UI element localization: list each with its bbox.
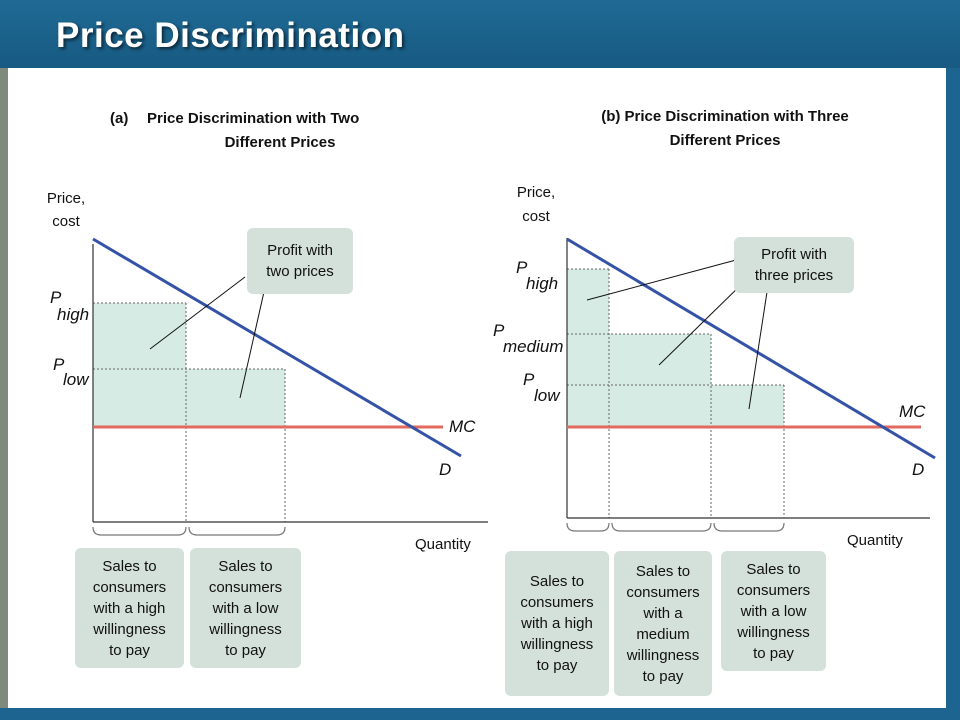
sales-line: willingness bbox=[520, 636, 594, 653]
sales-line: Sales to bbox=[102, 557, 157, 575]
sales-line: with a high bbox=[93, 599, 166, 617]
panel-a-title-line1: Price Discrimination with Two bbox=[147, 110, 360, 127]
panel-b-profit-callout: Profit with three prices bbox=[734, 237, 854, 293]
sales-line: to pay bbox=[642, 667, 684, 685]
panel-b-pointer-3 bbox=[748, 291, 768, 410]
sales-line: Sales to bbox=[218, 557, 273, 575]
sales-line: to pay bbox=[225, 641, 266, 659]
sales-line: consumers bbox=[520, 594, 594, 611]
panel-b-graphics bbox=[566, 237, 936, 532]
panel-b-bracket-high bbox=[566, 522, 610, 532]
panel-a-profit-line1: Profit with bbox=[267, 242, 333, 259]
panel-a-bracket-low bbox=[188, 526, 286, 536]
panel-b-x-axis-label: Quantity bbox=[847, 532, 903, 549]
panel-a-p-low: P bbox=[53, 355, 65, 374]
panel-b-p-medium-sub: medium bbox=[503, 337, 564, 356]
panel-b-demand-line bbox=[566, 237, 936, 460]
panel-b-profit-high bbox=[567, 269, 609, 427]
panel-a-p-high-sub: high bbox=[57, 305, 90, 324]
panel-b-pointer-1 bbox=[586, 259, 737, 301]
panel-b-d-label: D bbox=[912, 460, 925, 479]
panel-b-mc-label: MC bbox=[899, 402, 926, 421]
sales-line: Sales to bbox=[635, 562, 691, 580]
sales-line: with a low bbox=[740, 602, 807, 620]
panel-b-profit-medium bbox=[609, 334, 711, 427]
panel-a-profit-line2: two prices bbox=[266, 263, 334, 280]
sales-line: willingness bbox=[93, 620, 166, 638]
sales-line: consumers bbox=[736, 581, 811, 599]
sales-line: with a bbox=[643, 604, 683, 622]
panel-b-bracket-medium bbox=[611, 522, 712, 532]
sales-line: willingness bbox=[626, 646, 700, 664]
sales-line: Sales to bbox=[746, 560, 801, 578]
panel-b-sales-medium-box: Sales to consumers with a medium willing… bbox=[614, 551, 712, 696]
sales-line: to pay bbox=[536, 657, 578, 674]
right-strip bbox=[946, 68, 960, 708]
sales-line: to pay bbox=[109, 641, 150, 659]
panel-a-sales-high-box: Sales to consumers with a high willingne… bbox=[75, 548, 184, 668]
panel-a-y-axis-line1: Price, bbox=[46, 190, 86, 207]
sales-line: willingness bbox=[737, 623, 810, 641]
panel-a-sales-low-box: Sales to consumers with a low willingnes… bbox=[190, 548, 301, 668]
panel-b-p-high: P bbox=[516, 258, 528, 277]
panel-b-y-axis-line2: cost bbox=[522, 208, 550, 225]
panel-a-pointer-1 bbox=[149, 276, 246, 350]
sales-line: consumers bbox=[92, 578, 167, 596]
panel-b-p-medium: P bbox=[493, 321, 505, 340]
title-bar bbox=[0, 0, 960, 68]
sales-line: willingness bbox=[209, 620, 282, 638]
panel-a-d-label: D bbox=[439, 460, 452, 479]
panel-b-title-line2: Different Prices bbox=[669, 132, 781, 149]
panel-b-sales-low-box: Sales to consumers with a low willingnes… bbox=[721, 551, 826, 671]
sales-line: Sales to bbox=[529, 573, 585, 590]
panel-a-p-low-sub: low bbox=[63, 370, 89, 389]
sales-line: to pay bbox=[753, 644, 794, 662]
sales-line: medium bbox=[636, 625, 690, 643]
slide-title: Price Discrimination bbox=[56, 16, 405, 55]
panel-a-profit-callout: Profit with two prices bbox=[247, 228, 353, 294]
panel-a-title-line2: Different Prices bbox=[224, 134, 336, 151]
panel-a-y-axis-line2: cost bbox=[52, 213, 80, 230]
panel-b-title-line1: (b) Price Discrimination with Three bbox=[601, 108, 849, 125]
panel-a-pointer-2 bbox=[239, 282, 267, 399]
panel-b-p-high-sub: high bbox=[526, 274, 559, 293]
panel-a-title-prefix: (a) bbox=[110, 110, 129, 127]
panel-b-sales-high-box: Sales to consumers with a high willingne… bbox=[505, 551, 609, 696]
panel-a-profit-low bbox=[186, 369, 285, 427]
panel-a-x-axis-label: Quantity bbox=[415, 536, 471, 553]
panel-b-profit-line2: three prices bbox=[754, 267, 834, 284]
panel-a-demand-line bbox=[92, 237, 462, 458]
panel-a-bracket-high bbox=[92, 526, 187, 536]
panel-a-profit-high bbox=[93, 303, 186, 427]
sales-line: consumers bbox=[626, 583, 700, 601]
panel-b-p-low: P bbox=[523, 370, 535, 389]
sales-line: with a low bbox=[212, 599, 279, 617]
panel-b-y-axis-line1: Price, bbox=[516, 184, 556, 201]
panel-a-p-high: P bbox=[50, 288, 62, 307]
sales-line: with a high bbox=[521, 615, 593, 632]
panel-a-mc-label: MC bbox=[449, 417, 476, 436]
panel-b-pointer-2 bbox=[658, 279, 747, 366]
panel-b-p-low-sub: low bbox=[534, 386, 560, 405]
bottom-strip bbox=[0, 708, 960, 720]
panel-b-bracket-low bbox=[713, 522, 785, 532]
panel-a-graphics bbox=[92, 237, 488, 536]
panel-b-profit-line1: Profit with bbox=[761, 246, 827, 263]
panel-b-profit-low bbox=[711, 385, 784, 427]
sales-line: consumers bbox=[208, 578, 283, 596]
